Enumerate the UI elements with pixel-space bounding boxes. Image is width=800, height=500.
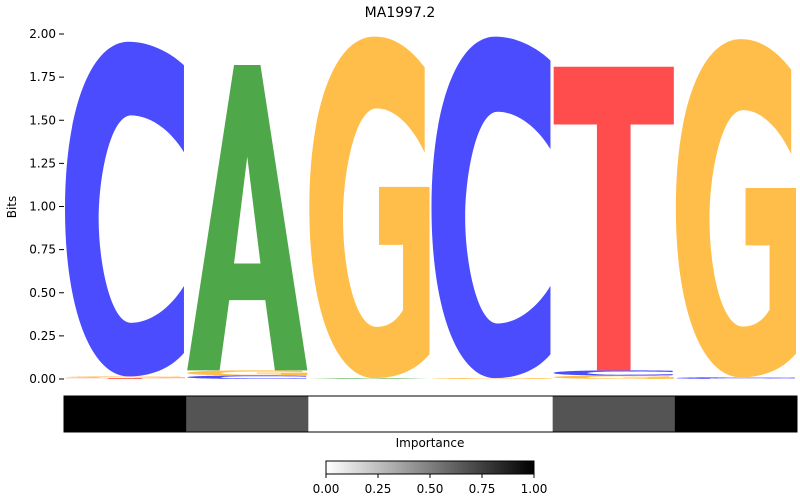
importance-label: Importance — [396, 436, 465, 450]
importance-cell-pos5 — [552, 396, 676, 432]
chart-title: MA1997.2 — [365, 5, 436, 21]
importance-colorbar — [325, 460, 535, 475]
logo-letter-g-pos3 — [309, 36, 430, 379]
colorbar-tick-label: 0.00 — [313, 482, 340, 496]
y-tick-label: 0.00 — [29, 372, 56, 386]
importance-cell-pos4 — [430, 396, 554, 432]
y-tick-label: 1.50 — [29, 113, 56, 127]
y-tick-label: 0.25 — [29, 329, 56, 343]
logo-letter-c-pos4 — [431, 36, 551, 379]
importance-cell-pos3 — [308, 396, 431, 432]
y-axis: 0.00 0.25 0.50 0.75 1.00 1.25 1.50 1.75 2.00 — [29, 27, 64, 386]
logo-letter-g-pos2 — [187, 370, 308, 376]
importance-cell-pos2 — [186, 396, 309, 432]
logo-letter-c-pos5 — [553, 370, 673, 376]
y-tick-label: 1.00 — [29, 200, 56, 214]
importance-cell-pos6 — [674, 396, 798, 432]
importance-strip-frame — [63, 395, 798, 433]
logo-letter-g-pos4 — [431, 378, 552, 379]
colorbar-tick-label: 1.00 — [521, 482, 548, 496]
y-tick-label: 0.50 — [29, 286, 56, 300]
y-tick-label: 0.75 — [29, 243, 56, 257]
colorbar-tick-label: 0.25 — [365, 482, 392, 496]
importance-cell-pos1 — [64, 396, 187, 432]
logo-letter-c-pos6 — [675, 377, 795, 379]
logo-letter-g-pos1 — [65, 376, 186, 379]
y-tick-label: 1.25 — [29, 156, 56, 170]
logo-letter-t-pos1 — [65, 378, 186, 379]
logo-letter-g-pos5 — [553, 375, 674, 379]
colorbar-tick-label: 0.50 — [417, 482, 444, 496]
colorbar-tick-label: 0.75 — [469, 482, 496, 496]
y-tick-label: 1.75 — [29, 70, 56, 84]
y-tick-label: 2.00 — [29, 27, 56, 41]
importance-strip — [64, 396, 798, 432]
colorbar-ticks: 0.00 0.25 0.50 0.75 1.00 — [313, 474, 548, 496]
logo-letter-t-pos5 — [553, 66, 674, 371]
logo-letter-a-pos2 — [187, 65, 308, 371]
logo-letters — [65, 36, 796, 379]
logo-letter-g-pos6 — [675, 39, 796, 378]
y-axis-label: Bits — [5, 196, 19, 219]
logo-letter-a-pos3 — [309, 378, 430, 379]
logo-letter-c-pos1 — [65, 41, 184, 377]
logo-letter-c-pos2 — [187, 375, 307, 379]
